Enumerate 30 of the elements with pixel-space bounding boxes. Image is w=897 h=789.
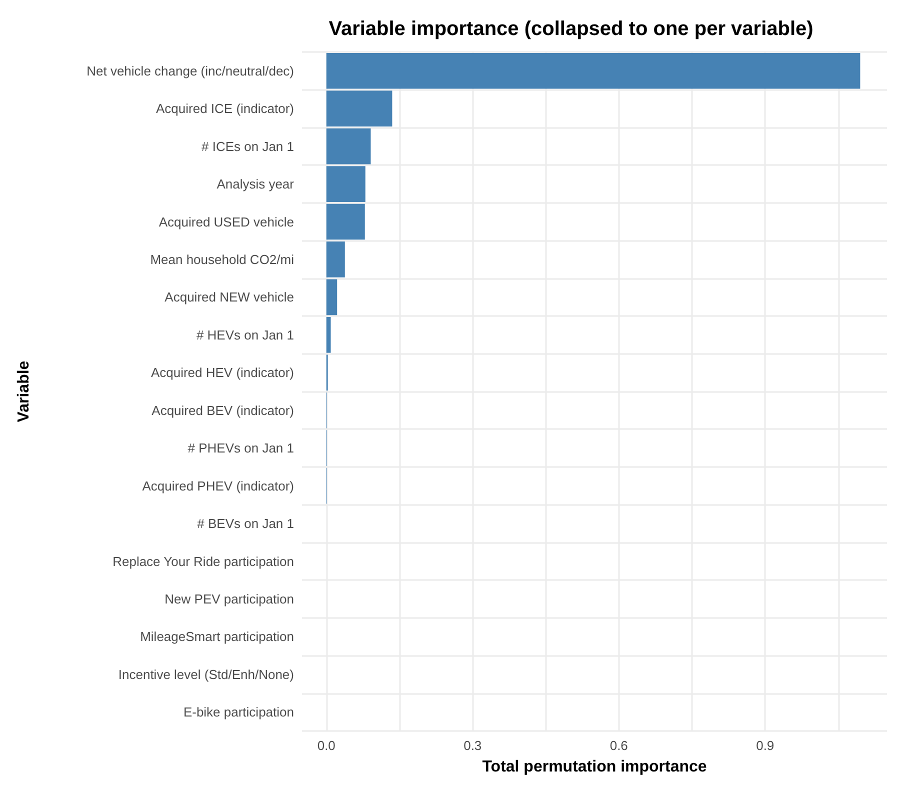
y-tick-label: Acquired USED vehicle	[158, 214, 294, 230]
x-tick-label: 0.0	[317, 738, 336, 753]
y-tick-label: # ICEs on Jan 1	[202, 138, 294, 154]
y-tick-label: E-bike participation	[183, 704, 294, 720]
y-tick-label: Acquired HEV (indicator)	[150, 365, 294, 380]
bar	[326, 279, 338, 316]
y-tick-label: Acquired NEW vehicle	[164, 290, 294, 305]
chart-title: Variable importance (collapsed to one per variable)	[328, 18, 814, 40]
bar	[326, 166, 366, 202]
y-tick-label: New PEV participation	[164, 591, 294, 606]
y-tick-label: # PHEVs on Jan 1	[188, 440, 294, 456]
y-tick-label: Acquired ICE (indicator)	[156, 101, 294, 116]
y-tick-label: Acquired BEV (indicator)	[152, 402, 294, 418]
y-axis-title: Variable	[16, 360, 32, 422]
y-tick-label: # BEVs on Jan 1	[197, 516, 294, 532]
y-tick-label: Analysis year	[216, 176, 295, 192]
y-tick-label: # HEVs on Jan 1	[196, 327, 294, 342]
y-tick-label: MileageSmart participation	[140, 629, 294, 644]
x-tick-label: 0.6	[610, 738, 628, 753]
y-tick-label: Incentive level (Std/Enh/None)	[118, 666, 294, 682]
bar	[326, 128, 371, 164]
bar	[326, 242, 345, 278]
x-tick-label: 0.9	[756, 738, 774, 753]
x-tick-label: 0.3	[464, 738, 482, 753]
x-axis-title: Total permutation importance	[482, 758, 707, 776]
y-tick-label: Replace Your Ride participation	[112, 554, 294, 569]
bar	[326, 204, 365, 240]
y-tick-label: Acquired PHEV (indicator)	[142, 478, 294, 494]
y-tick-label: Net vehicle change (inc/neutral/dec)	[86, 63, 294, 78]
y-tick-label: Mean household CO2/mi	[150, 252, 294, 267]
